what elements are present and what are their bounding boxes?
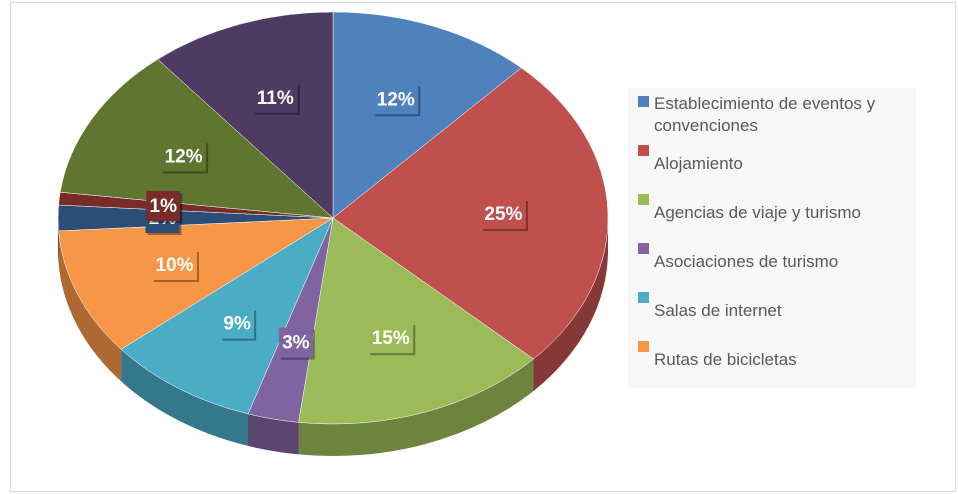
data-label-box bbox=[373, 84, 419, 115]
slice bbox=[332, 11, 522, 219]
legend-label: Establecimiento de eventos y convencione… bbox=[654, 93, 876, 135]
legend-swatch bbox=[638, 145, 649, 156]
data-label: 11% bbox=[257, 88, 294, 109]
pie-sides bbox=[58, 218, 608, 456]
data-label-box bbox=[151, 250, 197, 281]
legend-entry: Establecimiento de eventos y convencione… bbox=[638, 90, 910, 139]
slice-side bbox=[533, 218, 608, 392]
slice bbox=[298, 217, 534, 425]
slice-side bbox=[121, 349, 249, 446]
legend-label: Agencias de viaje y turismo bbox=[654, 202, 861, 222]
data-label: 15% bbox=[372, 328, 410, 349]
data-label-box bbox=[278, 327, 313, 358]
data-label: 3% bbox=[282, 333, 310, 354]
slice bbox=[59, 58, 334, 219]
slice bbox=[157, 11, 334, 219]
legend-entry: Salas de internet bbox=[638, 286, 910, 335]
data-labels: 12%25%15%3%9%10%2%1%12%11% bbox=[145, 82, 528, 360]
data-label: 12% bbox=[377, 89, 415, 110]
legend-swatch bbox=[638, 243, 649, 254]
chart-frame bbox=[10, 2, 956, 492]
data-label-box bbox=[368, 323, 414, 354]
legend-entry: Asociaciones de turismo bbox=[638, 237, 910, 286]
data-label-box bbox=[220, 308, 255, 339]
legend-entry: Agencias de viaje y turismo bbox=[638, 188, 910, 237]
data-label-box bbox=[146, 190, 181, 221]
data-label: 12% bbox=[165, 146, 203, 167]
legend-label: Asociaciones de turismo bbox=[654, 251, 839, 271]
slice bbox=[58, 217, 334, 350]
data-label: 1% bbox=[150, 196, 178, 217]
pie-tops bbox=[57, 11, 609, 425]
data-label: 25% bbox=[484, 204, 522, 225]
legend-label: Alojamiento bbox=[654, 153, 743, 173]
legend-swatch bbox=[638, 194, 649, 205]
data-label-box bbox=[252, 82, 298, 113]
legend-swatch bbox=[638, 96, 649, 107]
legend-entry: Alojamiento bbox=[638, 139, 910, 188]
slice bbox=[332, 67, 609, 360]
data-label: 9% bbox=[223, 314, 251, 335]
data-label-box bbox=[161, 141, 207, 172]
legend-swatch bbox=[638, 341, 649, 352]
legend-swatch bbox=[638, 292, 649, 303]
slice-side bbox=[58, 230, 122, 382]
legend-entry: Rutas de bicicletas bbox=[638, 335, 910, 384]
slice-side bbox=[248, 413, 299, 455]
legend: Establecimiento de eventos y convencione… bbox=[628, 88, 916, 388]
slice-side bbox=[298, 359, 534, 456]
data-label: 10% bbox=[155, 255, 193, 276]
data-label-box bbox=[480, 198, 526, 229]
legend-label: Rutas de bicicletas bbox=[654, 349, 797, 369]
legend-label: Salas de internet bbox=[654, 300, 782, 320]
